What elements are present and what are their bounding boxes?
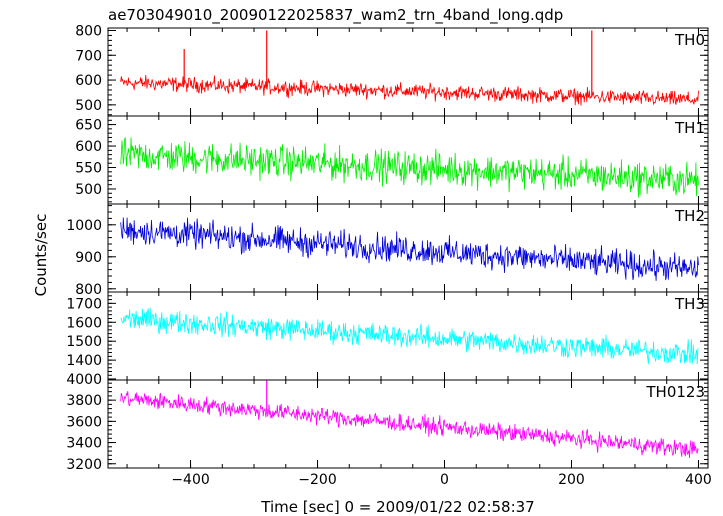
y-tick-label: 600 xyxy=(75,73,102,89)
y-tick-label: 550 xyxy=(75,161,102,177)
series-line-th1 xyxy=(120,136,699,198)
panel-th2: 800 900 1000 TH2 xyxy=(66,203,709,298)
x-tick-label: 400 xyxy=(685,472,712,488)
y-tick-label: 1000 xyxy=(66,218,102,234)
y-tick-label: 900 xyxy=(75,250,102,266)
y-tick-label: 500 xyxy=(75,182,102,198)
y-tick-label: 1600 xyxy=(66,315,102,331)
y-tick-label: 800 xyxy=(75,23,102,39)
panel-th3: 1400 1500 1600 1700 TH3 xyxy=(66,291,709,381)
panel-th0: 500 600 700 800 TH0 xyxy=(75,23,709,117)
y-tick-label: 3200 xyxy=(66,457,102,473)
panel-frame xyxy=(107,203,709,293)
x-tick-label: 0 xyxy=(440,472,449,488)
y-tick-label: 700 xyxy=(75,48,102,64)
y-tick-label: 1700 xyxy=(66,296,102,312)
panel-label: TH3 xyxy=(674,295,705,313)
y-tick-label: 3600 xyxy=(66,414,102,430)
panel-th1: 500 550 600 650 TH1 xyxy=(75,115,709,205)
chart-title: ae703049010_20090122025837_wam2_trn_4ban… xyxy=(108,6,563,25)
series-line-th3 xyxy=(120,307,699,365)
y-tick-label: 3400 xyxy=(66,436,102,452)
y-axis-label: Counts/sec xyxy=(32,214,50,297)
x-axis-label: Time [sec] 0 = 2009/01/22 02:58:37 xyxy=(260,498,534,516)
y-tick-label: 4000 xyxy=(66,372,102,388)
panel-label: TH0123 xyxy=(645,383,705,401)
series-line-th0 xyxy=(120,74,699,106)
y-tick-label: 800 xyxy=(75,282,102,298)
panel-label: TH1 xyxy=(674,119,705,137)
y-tick-label: 3800 xyxy=(66,393,102,409)
x-tick-label: −400 xyxy=(171,472,209,488)
x-tick-label: −200 xyxy=(298,472,336,488)
series-line-th2 xyxy=(120,217,699,281)
panel-th0123: 3200 3400 3600 3800 4000 TH0123 xyxy=(66,372,709,473)
panels-group: 500 600 700 800 TH0 500 550 600 650 TH1 800 900 1000… xyxy=(66,23,711,488)
panel-label: TH2 xyxy=(674,207,705,225)
panel-frame xyxy=(107,27,709,117)
x-tick-label: 200 xyxy=(558,472,585,488)
y-tick-label: 500 xyxy=(75,98,102,114)
y-tick-label: 600 xyxy=(75,139,102,155)
y-tick-label: 1400 xyxy=(66,353,102,369)
series-line-th0123 xyxy=(120,391,699,459)
panel-label: TH0 xyxy=(674,31,705,49)
y-tick-label: 650 xyxy=(75,118,102,134)
y-tick-label: 1500 xyxy=(66,334,102,350)
panel-frame xyxy=(107,379,709,469)
